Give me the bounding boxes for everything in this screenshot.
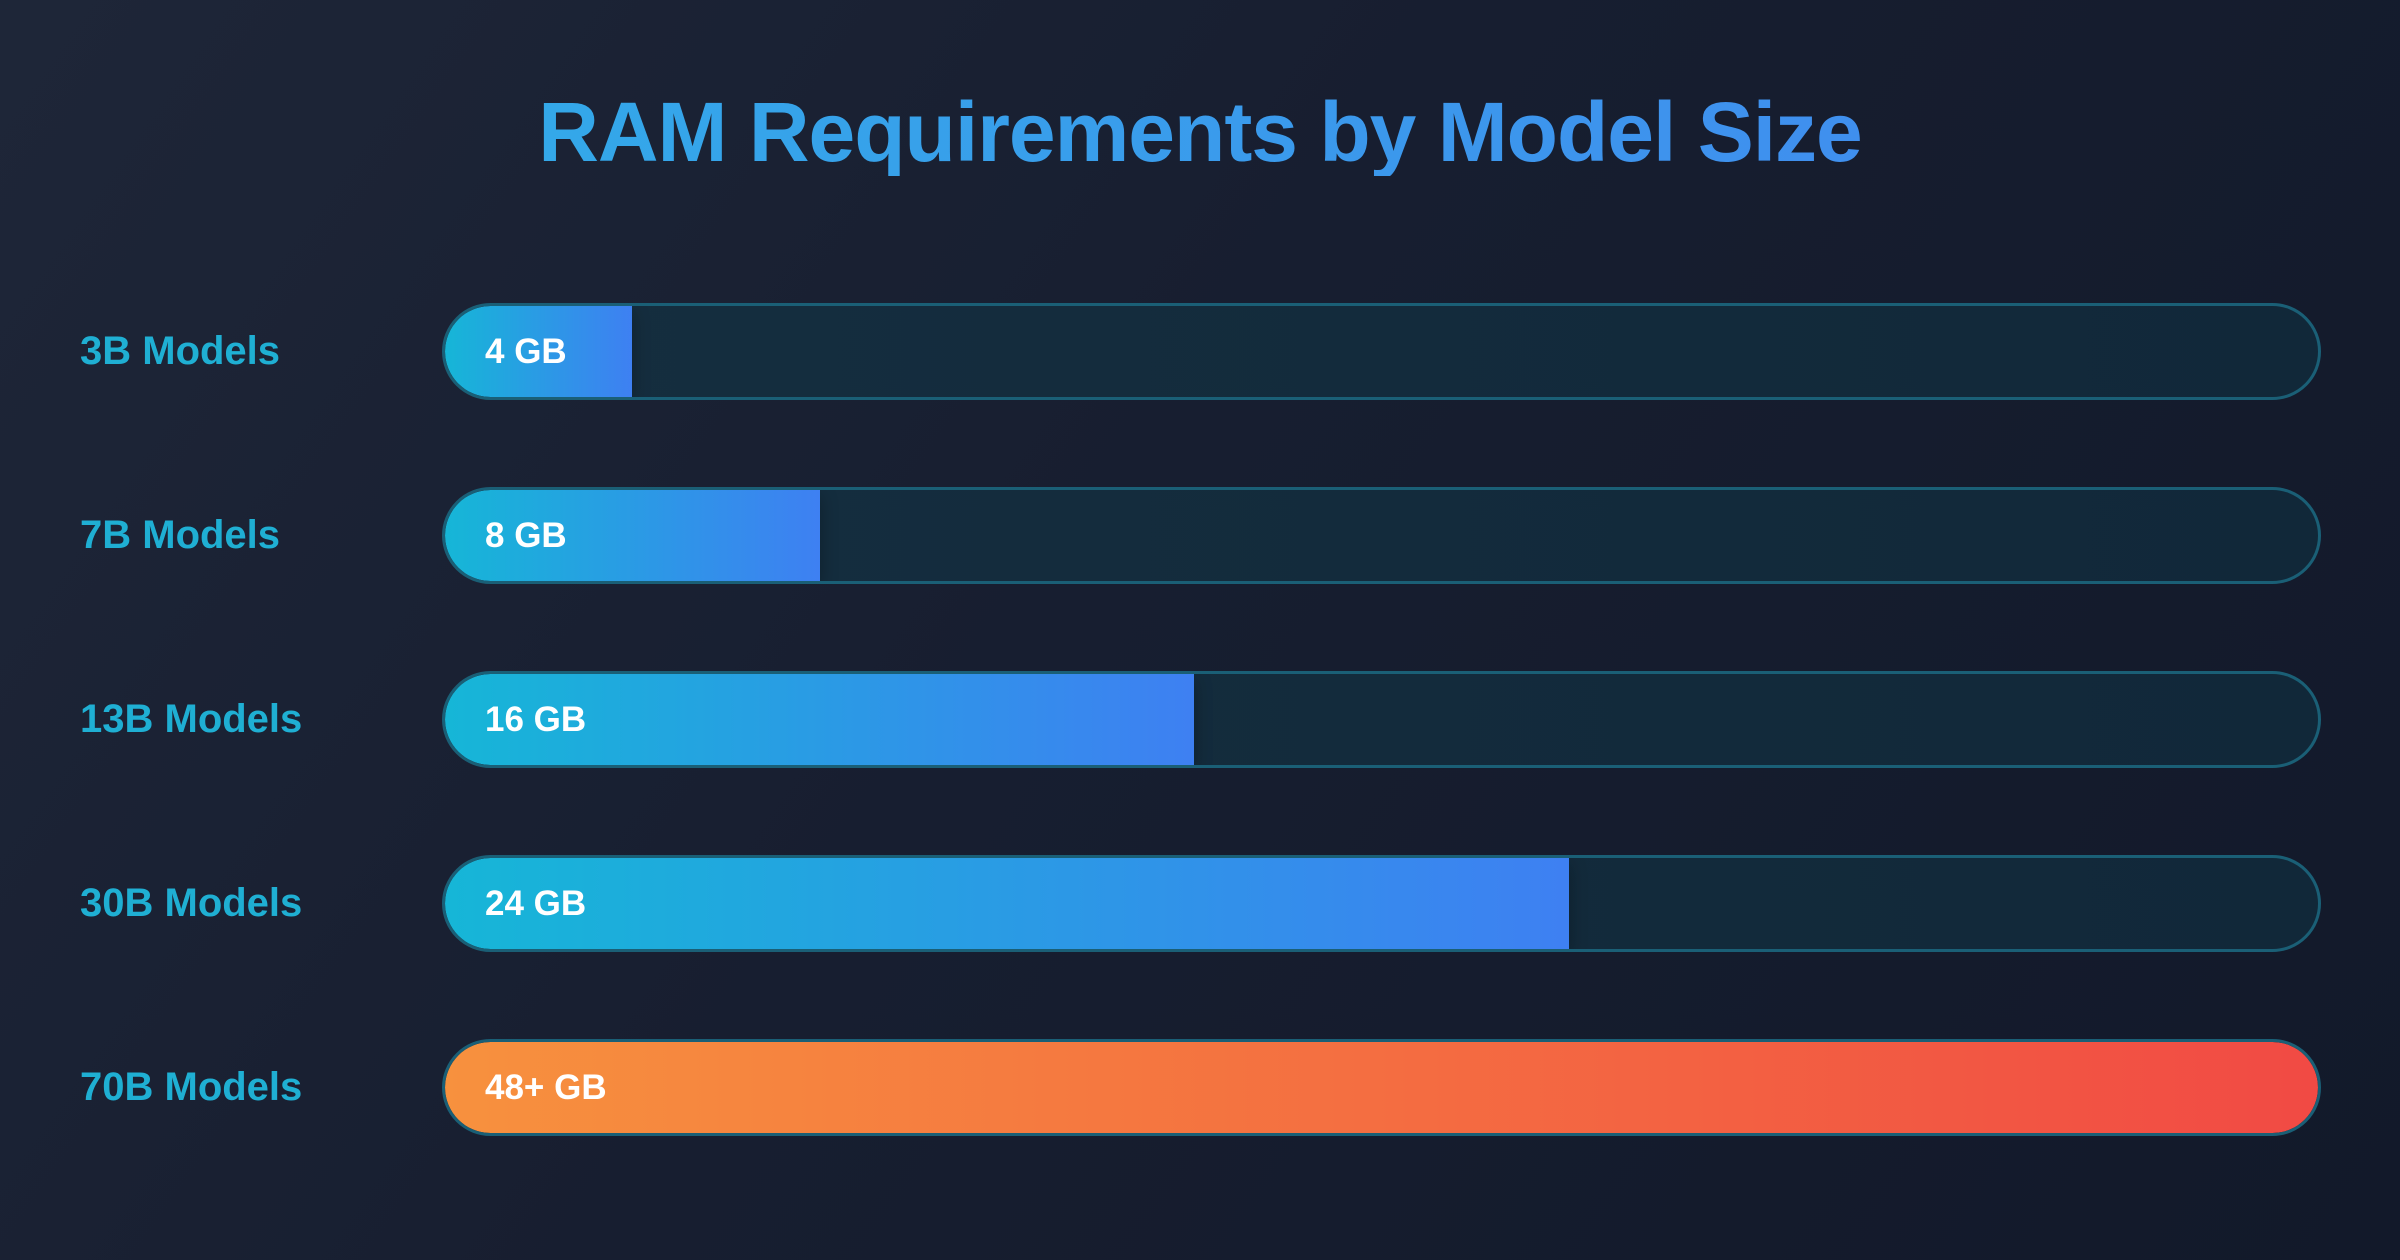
- bar-value-label: 8 GB: [485, 515, 567, 555]
- row-label: 70B Models: [80, 1065, 303, 1109]
- row-label: 7B Models: [80, 513, 281, 557]
- chart-row: 30B Models 24 GB: [80, 855, 2321, 952]
- bar-fill: 8 GB: [445, 490, 820, 581]
- chart-row: 3B Models 4 GB: [80, 303, 2321, 400]
- chart-row: 70B Models 48+ GB: [80, 1039, 2321, 1136]
- bar-track: 4 GB: [442, 303, 2321, 400]
- bar-track: 48+ GB: [442, 1039, 2321, 1136]
- chart-row: 7B Models 8 GB: [80, 487, 2321, 584]
- bar-track: 8 GB: [442, 487, 2321, 584]
- bar-value-label: 24 GB: [485, 883, 587, 923]
- bar-fill: 16 GB: [445, 674, 1195, 765]
- bar-value-label: 16 GB: [485, 699, 587, 739]
- bar-value-label: 4 GB: [485, 331, 567, 371]
- bar-fill: 24 GB: [445, 858, 1569, 949]
- chart-row: 13B Models 16 GB: [80, 671, 2321, 768]
- bar-fill: 4 GB: [445, 306, 633, 397]
- row-label: 3B Models: [80, 329, 281, 373]
- bar-track: 16 GB: [442, 671, 2321, 768]
- bar-fill: 48+ GB: [445, 1042, 2318, 1133]
- chart-title: RAM Requirements by Model Size: [0, 88, 2400, 176]
- row-label: 13B Models: [80, 697, 303, 741]
- row-label: 30B Models: [80, 881, 303, 925]
- bar-value-label: 48+ GB: [485, 1067, 607, 1107]
- bar-track: 24 GB: [442, 855, 2321, 952]
- bar-chart: 3B Models 4 GB 7B Models 8 GB 13B Models…: [80, 303, 2321, 1136]
